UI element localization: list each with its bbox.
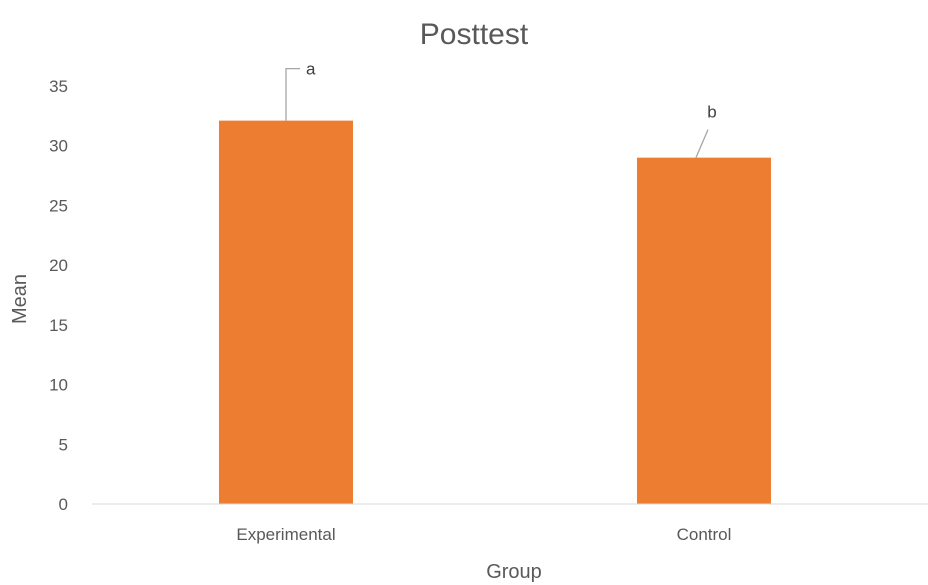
y-axis-title: Mean (9, 274, 31, 324)
y-tick-label: 15 (49, 316, 68, 335)
bar (637, 157, 771, 504)
y-tick-label: 10 (49, 376, 68, 395)
data-label-leader-line (695, 129, 709, 158)
x-tick-label: Control (677, 525, 732, 544)
y-tick-label: 25 (49, 196, 68, 215)
data-label: b (707, 103, 716, 122)
data-labels: ab (285, 60, 717, 158)
data-label-leader-line (285, 67, 300, 121)
x-axis-category-labels: Experimental Control (236, 525, 731, 544)
bar (219, 120, 353, 505)
y-axis-tick-labels: 0 5 10 15 20 25 30 35 (49, 77, 68, 514)
y-tick-label: 35 (49, 77, 68, 96)
y-tick-label: 0 (59, 495, 68, 514)
y-tick-label: 20 (49, 256, 68, 275)
x-axis-title: Group (486, 561, 542, 583)
y-tick-label: 5 (59, 435, 68, 454)
bars (219, 120, 771, 505)
x-tick-label: Experimental (236, 525, 335, 544)
data-label: a (306, 60, 316, 79)
y-tick-label: 30 (49, 137, 68, 156)
chart-title: Posttest (420, 18, 529, 51)
